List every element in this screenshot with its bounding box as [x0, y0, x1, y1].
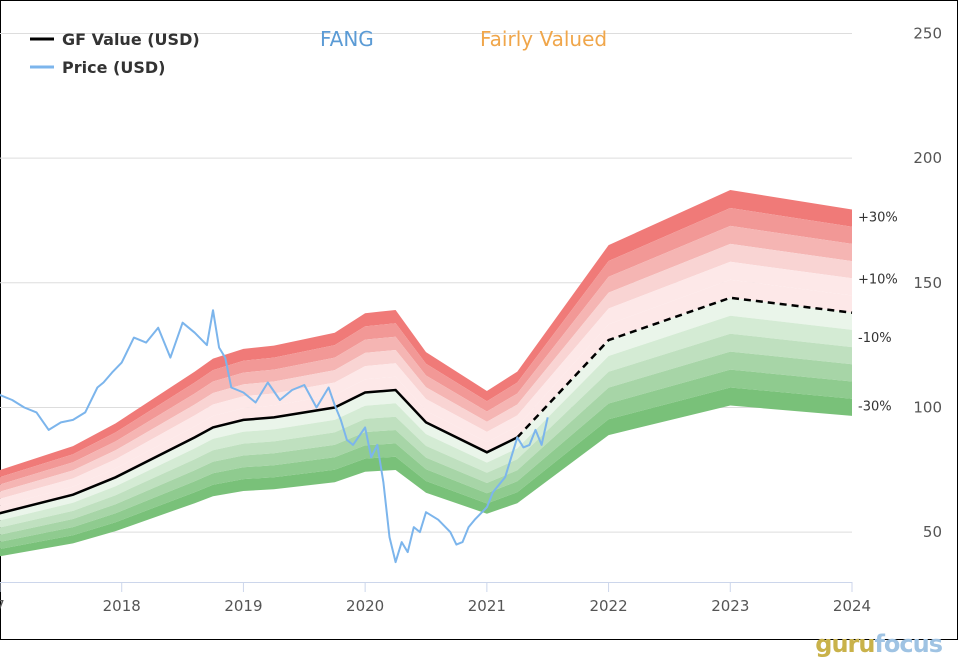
x-tick-label-2018: 2018	[103, 597, 141, 615]
price-line	[0, 309, 549, 564]
y-tick-label-150: 150	[913, 274, 942, 292]
y-axis: 50 100 150 200 250	[913, 24, 942, 541]
legend-item-price[interactable]: Price (USD)	[30, 58, 165, 77]
legend[interactable]: GF Value (USD) Price (USD)	[30, 30, 200, 77]
x-tick-label-7: 7	[0, 597, 5, 615]
logo-part-guru: guru	[815, 630, 875, 658]
x-axis: 7 2018 2019 2020 2021 2022 2023 2024	[0, 582, 871, 615]
y-tick-label-50: 50	[923, 523, 942, 541]
legend-label: GF Value (USD)	[62, 30, 200, 49]
gf-value-line	[0, 388, 518, 515]
undervalued-band-5	[0, 369, 852, 550]
undervalued-band-6	[0, 387, 852, 557]
chart-frame	[0, 0, 958, 640]
x-tick-label-2020: 2020	[346, 597, 384, 615]
band-label--10pct: -10%	[858, 331, 892, 346]
x-tick-label-2019: 2019	[224, 597, 262, 615]
gurufocus-logo: gurufocus	[815, 630, 943, 658]
band-label-+30pct: +30%	[858, 210, 898, 225]
legend-label: Price (USD)	[62, 58, 165, 77]
x-tick-label-2021: 2021	[468, 597, 506, 615]
undervalued-band-3	[0, 333, 852, 535]
gf-value-chart: 50 100 150 200 250 7 2018 2019 2020 2021 2022 2023…	[0, 24, 942, 615]
ticker-label: FANG	[320, 27, 374, 51]
logo-part-focus: focus	[874, 630, 943, 658]
band-label-+10pct: +10%	[858, 272, 898, 287]
gf-value-projected-line	[516, 296, 853, 439]
valuation-status: Fairly Valued	[480, 27, 608, 51]
undervalued-band-2	[0, 315, 852, 528]
legend-item-gf-value[interactable]: GF Value (USD)	[30, 30, 200, 49]
x-tick-label-2022: 2022	[589, 597, 627, 615]
series-lines	[0, 296, 853, 564]
band-label--30pct: -30%	[858, 400, 892, 415]
y-tick-label-250: 250	[913, 24, 942, 42]
undervalued-band-4	[0, 351, 852, 542]
y-tick-label-200: 200	[913, 149, 942, 167]
x-tick-label-2023: 2023	[711, 597, 749, 615]
band-labels: +30% +10% -10% -30%	[858, 210, 898, 414]
x-tick-label-2024: 2024	[833, 597, 871, 615]
valuation-bands	[0, 190, 852, 557]
y-tick-label-100: 100	[913, 398, 942, 416]
